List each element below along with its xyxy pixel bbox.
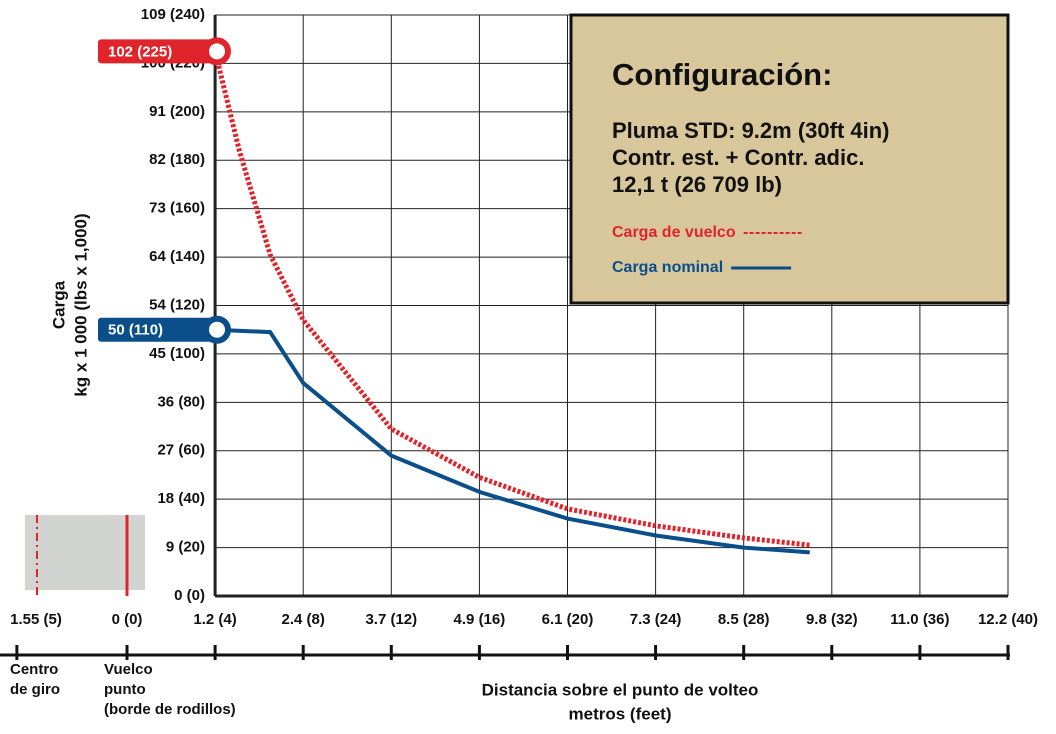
thumbnail: [25, 515, 145, 590]
y-tick-label: 91 (200): [149, 103, 205, 120]
x-tick-label: 11.0 (36): [890, 611, 949, 628]
x-note: Centro: [10, 661, 58, 678]
y-tick-label: 45 (100): [149, 345, 205, 362]
x-tick-label: 8.5 (28): [718, 611, 770, 628]
value-pill: [98, 39, 218, 64]
y-title-line: kg x 1 000 (lbs x 1,000): [71, 213, 90, 396]
x-note: punto: [104, 681, 146, 698]
x-tick-label: 1.55 (5): [10, 611, 62, 628]
y-tick-label: 54 (120): [149, 296, 205, 313]
legend-label: Carga nominal: [612, 259, 723, 276]
box-line: Pluma STD: 9.2m (30ft 4in): [612, 118, 890, 143]
y-tick-label: 0 (0): [174, 587, 205, 604]
y-tick-label: 109 (240): [141, 6, 205, 23]
y-tick-label: 73 (160): [149, 200, 205, 217]
value-pill: [98, 317, 218, 342]
config-box: [569, 13, 1010, 305]
x-tick-label: 7.3 (24): [630, 611, 682, 628]
y-tick-label: 9 (20): [166, 539, 205, 556]
value-label: 102 (225): [108, 43, 172, 60]
value-marker: [203, 37, 231, 66]
x-note: (borde de rodillos): [104, 701, 236, 718]
x-note: de giro: [10, 681, 60, 698]
x-tick-label: 9.8 (32): [806, 611, 858, 628]
x-title-line: metros (feet): [569, 704, 672, 723]
x-tick-label: 2.4 (8): [282, 611, 325, 628]
series-line: [212, 50, 811, 548]
x-note: Vuelco: [104, 661, 153, 678]
series-line: [215, 327, 810, 555]
legend-label: Carga de vuelco: [612, 224, 736, 241]
y-tick-label: 64 (140): [149, 248, 205, 265]
y-tick-label: 36 (80): [157, 393, 205, 410]
y-title-line: Carga: [49, 280, 68, 329]
x-tick-label: 0 (0): [112, 611, 143, 628]
y-title: Carga kg x 1 000 (lbs x 1,000): [49, 213, 90, 396]
x-tick-label: 12.2 (40): [978, 611, 1038, 628]
value-marker: [203, 315, 231, 344]
y-tick-label: 18 (40): [157, 490, 205, 507]
value-label: 50 (110): [108, 322, 163, 339]
x-title-line: Distancia sobre el punto de volteo: [482, 680, 759, 699]
box-line: 12,1 t (26 709 lb): [612, 172, 782, 197]
y-tick-label: 82 (180): [149, 151, 205, 168]
x-tick-label: 1.2 (4): [193, 611, 236, 628]
y-tick-label: 27 (60): [157, 442, 205, 459]
x-tick-label: 3.7 (12): [365, 611, 417, 628]
box-title: Configuración:: [612, 57, 832, 92]
x-tick-label: 6.1 (20): [542, 611, 594, 628]
x-tick-label: 4.9 (16): [454, 611, 506, 628]
box-line: Contr. est. + Contr. adic.: [612, 145, 864, 170]
